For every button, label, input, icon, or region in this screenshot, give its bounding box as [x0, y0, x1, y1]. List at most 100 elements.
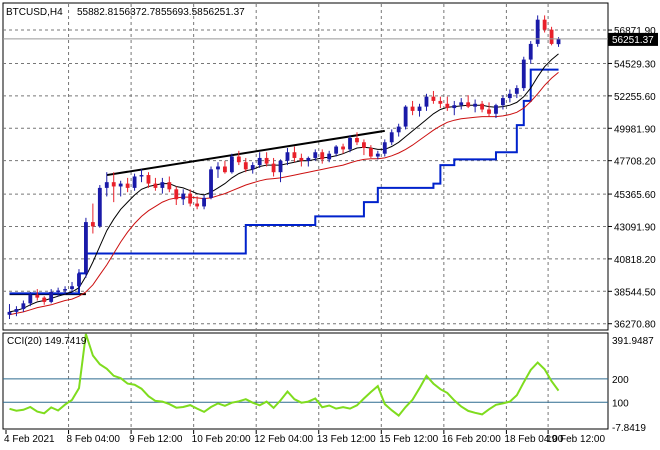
candle-body	[209, 169, 213, 198]
candle-body	[243, 162, 248, 170]
candle-body	[84, 222, 88, 274]
candle-body	[487, 109, 491, 114]
candle-body	[466, 102, 471, 107]
candle-body	[556, 38, 561, 45]
candle-body	[348, 137, 352, 150]
candle-body	[56, 290, 61, 292]
candle-body	[77, 273, 81, 287]
candle-body	[42, 297, 47, 302]
x-tick-label: 10 Feb 20:00	[192, 434, 251, 445]
x-tick-label: 13 Feb 12:00	[317, 434, 376, 445]
candle-body	[299, 157, 304, 161]
y-tick-label: 40818.20	[614, 255, 656, 266]
x-tick-label: 4 Feb 2021	[4, 434, 55, 445]
x-tick-label: 12 Feb 04:00	[254, 434, 313, 445]
cci-y-tick-label: 200	[612, 375, 629, 386]
cci-title: CCI(20) 149.7419	[7, 336, 87, 347]
y-tick-label: 54529.30	[614, 59, 656, 70]
candle-body	[63, 289, 67, 291]
x-tick-label: 15 Feb 12:00	[379, 434, 438, 445]
cci-y-tick-label: 391.9487	[612, 336, 654, 347]
candle-body	[389, 132, 394, 143]
trendline	[106, 129, 385, 177]
candle-body	[368, 147, 373, 157]
ohlc-low: 55693.58	[161, 7, 203, 18]
candle-body	[355, 137, 359, 143]
candle-body	[35, 294, 40, 298]
candle-body	[341, 146, 345, 150]
candle-body	[494, 105, 498, 114]
candle-body	[21, 303, 26, 310]
candle-body	[549, 29, 554, 44]
candle-body	[521, 59, 526, 89]
y-tick-label: 45365.60	[614, 190, 656, 201]
candle-body	[188, 193, 193, 204]
candle-body	[229, 156, 234, 173]
candle-body	[28, 294, 33, 304]
main-series-layer	[3, 15, 608, 320]
candle-body	[362, 142, 366, 148]
candle-body	[250, 165, 255, 170]
candle-body	[424, 96, 429, 107]
y-tick-label: 38544.50	[614, 287, 656, 298]
y-tick-label: 49981.90	[614, 124, 656, 135]
candle-body	[160, 182, 165, 188]
candle-body	[507, 93, 512, 99]
candle-body	[139, 175, 144, 177]
chart-title-symbol: BTCUSD,H4	[6, 7, 63, 18]
candle-body	[459, 102, 464, 106]
y-tick-label: 43091.90	[614, 222, 656, 233]
candle-body	[452, 105, 457, 109]
cci-level-tag	[609, 396, 629, 409]
candle-body	[97, 187, 102, 227]
candle-body	[216, 166, 220, 170]
candle-body	[174, 189, 179, 200]
candle-body	[90, 222, 95, 227]
candle-body	[528, 43, 533, 60]
candle-body	[202, 197, 206, 207]
candle-body	[236, 156, 241, 163]
x-tick-label: 18 Feb 04:00	[504, 434, 563, 445]
candle-body	[278, 160, 283, 173]
candle-body	[313, 152, 318, 158]
candle-body	[70, 286, 74, 290]
candle-body	[285, 152, 290, 161]
candle-body	[473, 103, 478, 107]
ohlc-close: 56251.37	[203, 7, 245, 18]
candle-body	[271, 163, 276, 173]
candle-body	[195, 203, 200, 207]
candle-body	[118, 183, 123, 187]
candle-body	[445, 103, 450, 109]
candle-body	[334, 146, 339, 154]
axis-labels: 4 Feb 2021 8 Feb 04:00 9 Feb 12:00 10 Feb 2…	[4, 26, 656, 445]
cci-series-layer	[3, 333, 608, 417]
candle-body	[14, 309, 19, 312]
cci-pane-frame	[2, 332, 609, 430]
x-tick-label: 9 Feb 12:00	[129, 434, 183, 445]
ma-slow-line	[9, 72, 559, 316]
candle-body	[438, 100, 443, 104]
ohlc-high: 56372.78	[119, 7, 161, 18]
candle-body	[320, 152, 325, 160]
candle-body	[431, 96, 436, 101]
candle-body	[146, 175, 151, 184]
y-tick-label: 52255.60	[614, 92, 656, 103]
candle-body	[7, 311, 12, 315]
candle-body	[514, 88, 519, 94]
candle-body	[382, 142, 387, 154]
y-tick-label: 47708.20	[614, 157, 656, 168]
candle-body	[306, 157, 311, 161]
x-tick-label: 8 Feb 04:00	[67, 434, 121, 445]
candle-body	[396, 126, 401, 133]
x-tick-label: 16 Feb 20:00	[442, 434, 501, 445]
candle-body	[501, 98, 505, 106]
y-tick-label: 36270.80	[614, 320, 656, 331]
candle-body	[264, 157, 269, 164]
candle-body	[480, 103, 484, 110]
candle-body	[111, 182, 116, 187]
candle-body	[375, 153, 380, 157]
candle-body	[132, 176, 137, 188]
candle-body	[417, 106, 422, 111]
candle-body	[49, 291, 54, 302]
